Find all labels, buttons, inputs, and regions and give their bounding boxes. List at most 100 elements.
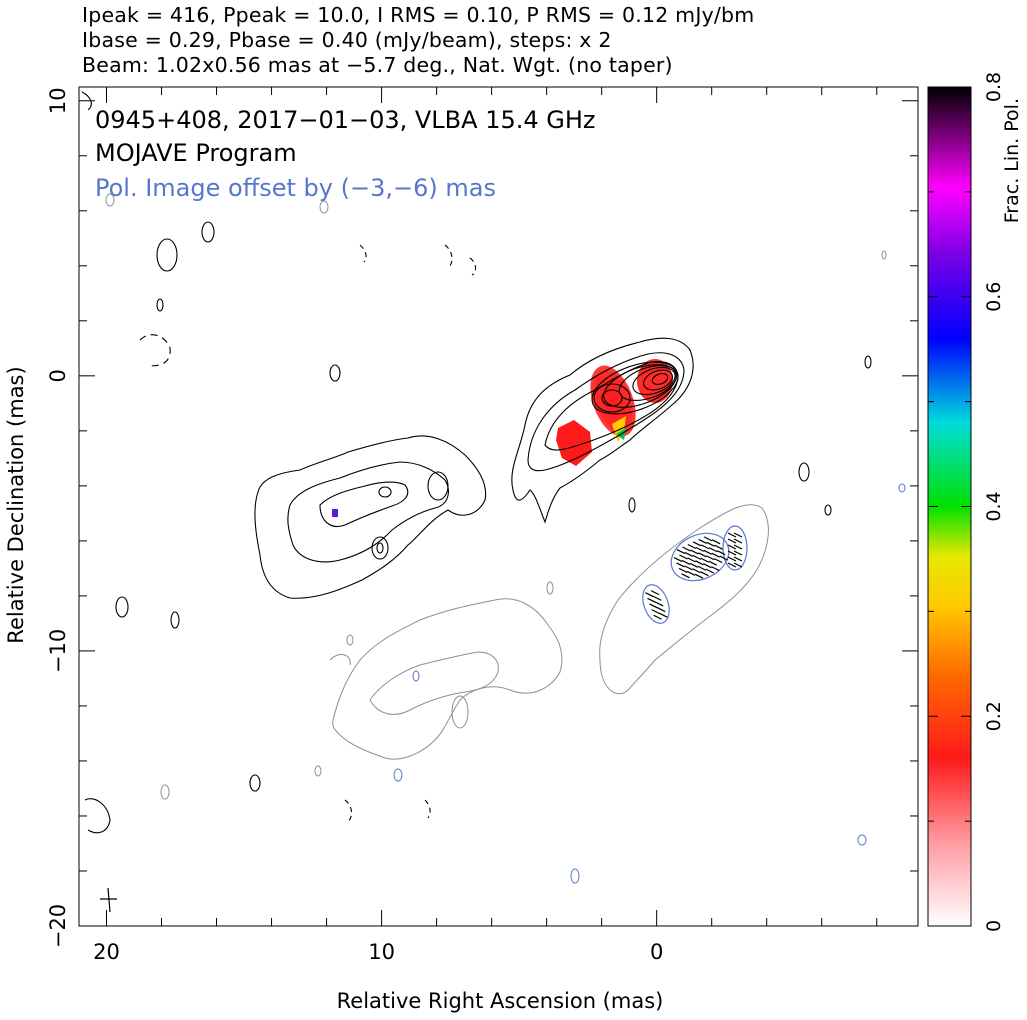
i-contour-core-outer [511,337,694,524]
evpa-stick [697,565,707,571]
i-noise-11 [469,257,477,276]
i-contour-core-8 [643,369,673,391]
colorbar-tick-label: 0.6 [983,282,1005,312]
pol-noise-5 [314,765,322,777]
colorbar-tick-label: 0 [983,920,1005,932]
pol-noise-13 [881,250,887,260]
source-label: 0945+408, 2017−01−03, VLBA 15.4 GHz [95,106,596,134]
evpa-stick [684,551,694,557]
y-tick-label: −20 [46,904,70,948]
i-contour-core-9 [651,373,669,385]
evpa-stick [711,552,720,558]
header-line-beam: Beam: 1.02x0.56 mas at −5.7 deg., Nat. W… [82,53,673,77]
evpa-stick [708,560,718,566]
pol-contour-jet [332,598,563,760]
evpa-stick [681,573,690,579]
i-noise-14 [864,355,872,369]
pol-noise-6 [570,868,580,884]
colorbar-tick-label: 0.2 [983,701,1005,731]
stokes-i-contours [81,91,872,834]
evpa-stick [681,559,691,565]
evpa-stick [653,614,662,620]
evpa-stick [676,562,685,568]
evpa-stick [700,557,710,563]
evpa-stick [656,607,666,613]
evpa-stick [673,556,683,563]
pol-color-pixel [332,509,338,517]
colorbar-ticks: 0 0.2 0.4 0.6 0.8 [928,72,1005,932]
evpa-stick [706,541,715,547]
evpa-stick [698,538,707,544]
i-contour-jet-outer [254,435,487,599]
i-noise-6 [170,611,180,629]
i-contour-jet-3 [319,481,409,527]
i-contour-core-7 [632,366,676,396]
i-contour-jet-2 [287,461,449,563]
i-noise-18 [424,799,431,819]
i-contour-jet-knot-3 [427,471,449,501]
evpa-stick [733,562,743,568]
evpa-stick [678,567,688,573]
y-tick-label: −10 [46,629,70,673]
evpa-stick [703,563,712,569]
pol-core-blue-main [670,532,730,582]
pol-contours [105,193,906,884]
beam-marker [100,887,117,913]
pol-color-edge [612,416,626,442]
i-noise-2 [201,221,215,243]
evpa-stick [676,549,686,555]
i-contour-knot-east-2 [601,389,623,407]
evpa-stick [686,570,696,576]
evpa-stick [733,538,743,544]
evpa-stick [695,546,705,552]
evpa-stick [652,595,662,601]
pol-noise-4 [160,784,170,800]
i-noise-10 [444,244,453,269]
evpa-stick [713,558,723,564]
i-contour-core-4 [591,361,679,415]
x-tick-label: 10 [368,940,395,964]
evpa-stick [733,544,743,550]
evpa-stick [719,555,728,561]
evpa-stick [654,601,664,607]
i-noise-13 [798,462,810,482]
evpa-stick [647,597,656,603]
evpa-stick [651,609,660,615]
i-contour-jet-knot-4 [378,486,392,498]
i-noise-4 [156,298,164,312]
pol-noise-2 [346,634,354,646]
pol-core-blue-west [722,525,748,571]
header-line-base: Ibase = 0.29, Pbase = 0.40 (mJy/beam), s… [82,28,612,52]
i-noise-19 [81,91,92,111]
i-noise-5 [115,596,129,618]
x-axis-ticks: 20 10 0 [93,87,878,964]
evpa-stick [687,557,696,563]
pol-noise-1 [329,654,351,666]
evpa-stick [727,532,737,538]
evpa-stick [706,555,715,561]
evpa-stick [692,541,702,547]
colorbar-label: Frac. Lin. Pol. [1001,98,1023,223]
evpa-stick [684,565,693,571]
evpa-stick [650,590,660,596]
evpa-stick [679,554,688,560]
evpa-stick [727,556,737,562]
evpa-stick [694,573,704,579]
colorbar-tick-label: 0.8 [983,72,1005,102]
evpa-stick [711,566,720,572]
pol-noise-8 [898,483,906,493]
evpa-stick [682,546,691,552]
evpa-stick [658,612,668,618]
evpa-stick [727,538,737,544]
x-tick-label: 20 [93,940,120,964]
pol-core-vectors [642,525,748,624]
evpa-stick [695,560,704,566]
i-noise-3 [139,334,171,367]
evpa-stick [705,568,715,574]
i-contour-jet-knot [371,536,389,560]
colorbar-tick-label: 0.4 [983,491,1005,521]
evpa-stick [733,556,743,562]
evpa-sticks [645,532,743,620]
evpa-stick [733,532,743,538]
i-noise-16 [84,798,111,834]
